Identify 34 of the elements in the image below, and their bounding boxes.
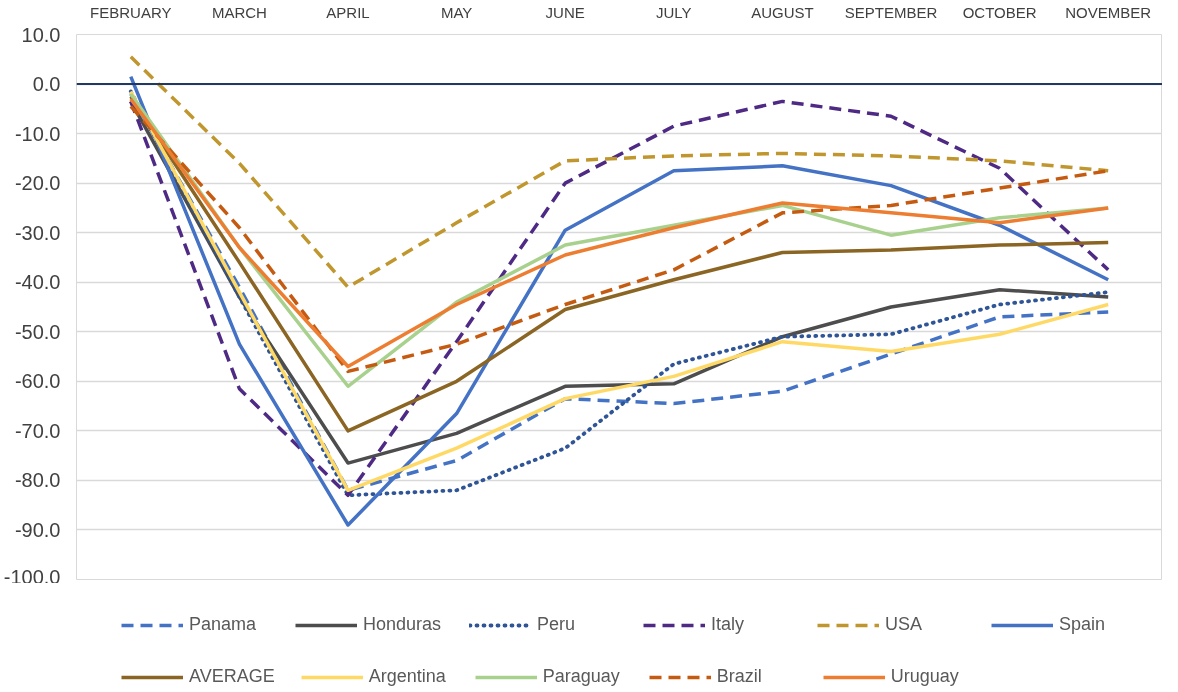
legend-label: Honduras (363, 614, 443, 635)
x-tick-label: OCTOBER (962, 3, 1037, 21)
y-tick-label: -50.0 (14, 320, 61, 343)
legend-label: Italy (711, 614, 745, 635)
y-tick-label: -90.0 (14, 518, 61, 541)
x-tick-label: MAY (440, 3, 473, 21)
line-series (129, 55, 1110, 289)
x-tick-label: MARCH (211, 3, 267, 21)
x-tick-label: APRIL (326, 3, 370, 21)
y-tick-label: 0.0 (32, 73, 61, 96)
x-tick-label: JUNE (545, 3, 585, 21)
x-tick-label: NOVEMBER (1065, 3, 1152, 21)
legend-label: AVERAGE (189, 666, 275, 687)
y-tick-label: -100.0 (3, 565, 61, 588)
legend-label: Paraguay (542, 666, 621, 687)
y-tick-label: -40.0 (14, 271, 61, 294)
y-tick-label: 10.0 (21, 23, 61, 46)
x-tick-label: AUGUST (751, 3, 814, 21)
y-tick-label: -70.0 (14, 419, 61, 442)
x-tick-label: JULY (656, 3, 692, 21)
y-tick-label: -10.0 (14, 122, 61, 145)
legend-label: Panama (189, 614, 258, 635)
legend-label: Peru (537, 614, 577, 635)
x-tick-label: FEBRUARY (90, 3, 172, 21)
x-tick-label: SEPTEMBER (844, 3, 938, 21)
legend-label: USA (885, 614, 923, 635)
y-tick-label: -80.0 (14, 469, 61, 492)
legend-label: Spain (1059, 614, 1107, 635)
legend-label: Brazil (716, 666, 763, 687)
legend-label: Uruguay (890, 666, 960, 687)
y-tick-label: -20.0 (14, 172, 61, 195)
legend-label: Argentina (368, 666, 447, 687)
y-tick-label: -30.0 (14, 221, 61, 244)
y-tick-label: -60.0 (14, 370, 61, 393)
